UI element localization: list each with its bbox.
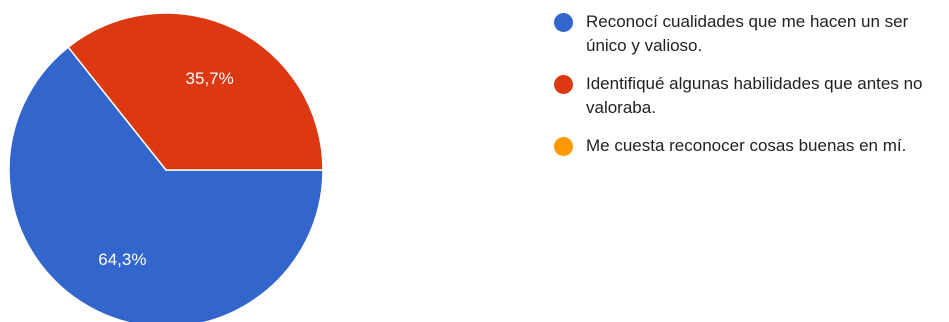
legend-label-2: Me cuesta reconocer cosas buenas en mí. bbox=[586, 136, 907, 155]
legend-label-0: Reconocí cualidades que me hacen un ser … bbox=[586, 12, 909, 55]
legend-swatch-0 bbox=[554, 13, 573, 32]
legend-swatch-1 bbox=[554, 75, 573, 94]
pie-slice-0 bbox=[8, 46, 324, 322]
legend-item-1: Identifiqué algunas habilidades que ante… bbox=[554, 72, 949, 120]
legend: Reconocí cualidades que me hacen un ser … bbox=[554, 10, 949, 172]
pie-slice-1 bbox=[67, 12, 324, 171]
legend-swatch-2 bbox=[554, 137, 573, 156]
legend-label-1: Identifiqué algunas habilidades que ante… bbox=[586, 74, 923, 117]
slice-value-label-1: 35,7% bbox=[186, 69, 234, 88]
slice-value-label-0: 64,3% bbox=[98, 250, 146, 269]
legend-item-0: Reconocí cualidades que me hacen un ser … bbox=[554, 10, 949, 58]
legend-item-2: Me cuesta reconocer cosas buenas en mí. bbox=[554, 134, 949, 158]
